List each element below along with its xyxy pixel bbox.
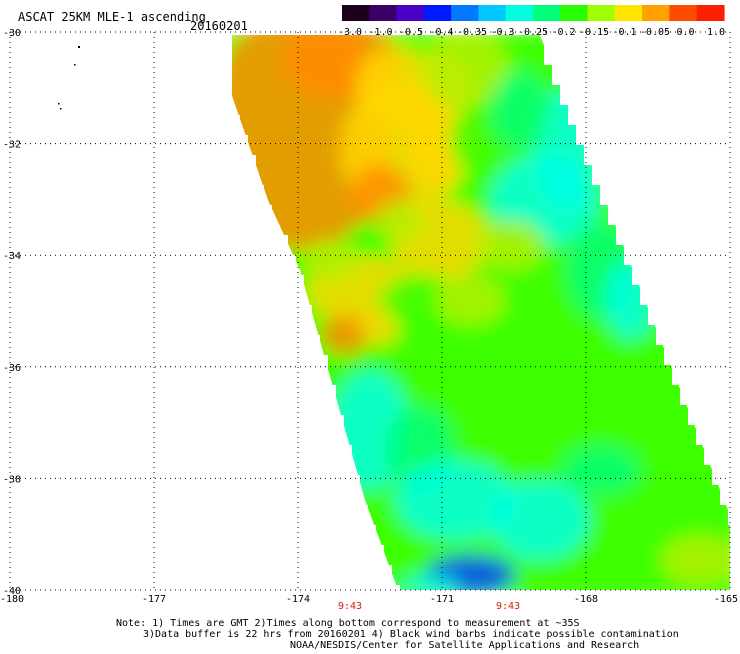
colorbar-swatch [369,5,398,21]
colorbar-swatch [478,5,507,21]
lat-label: -36 [3,363,21,374]
data-swath [230,35,730,590]
lat-label: -40 [3,586,21,597]
colorbar-label: -0.2 [551,27,575,38]
colorbar-swatch [451,5,480,21]
product-title: ASCAT 25KM MLE-1 ascending [18,10,206,24]
colorbar-swatch [669,5,698,21]
lon-label: -171 [430,594,454,605]
lon-label: -180 [0,594,24,605]
colorbar-swatch [614,5,643,21]
colorbar: -3.0 -1.0 -0.5 -0.4 -0.35 -0.3 -0.25 -0.2 -0.15-… [338,5,725,38]
lat-label: -30 [3,28,21,39]
lat-label: -38 [3,474,21,485]
colorbar-label: -0.1 [612,27,636,38]
longitude-labels: -180 -177 -174 -171 -168 -165 [0,594,738,605]
colorbar-swatch [533,5,561,21]
lat-label: -32 [3,140,21,151]
colorbar-swatch [696,5,725,21]
lon-label: -177 [142,594,166,605]
colorbar-swatch [396,5,425,21]
time-label-2: 9:43 [496,601,520,612]
colorbar-swatch [560,5,589,21]
colorbar-swatch [423,5,452,21]
lon-label: -165 [714,594,738,605]
colorbar-swatch [342,5,370,21]
colorbar-label: -0.15 [579,27,609,38]
colorbar-swatch [587,5,616,21]
footer-note-line1: Note: 1) Times are GMT 2)Times along bot… [116,618,580,629]
date-label: 20160201 [190,19,248,33]
grid-lines [9,31,731,591]
lat-label: -34 [3,251,21,262]
lon-label: -174 [286,594,310,605]
footer-note-line2: 3)Data buffer is 22 hrs from 20160201 4)… [143,629,679,640]
island-markers [58,46,80,110]
lon-label: -168 [574,594,598,605]
colorbar-label: -0.3 [490,27,514,38]
latitude-labels: -30 -32 -34 -36 -38 -40 [3,28,21,597]
colorbar-swatch [505,5,534,21]
colorbar-swatch [642,5,671,21]
colorbar-label: -0.35 [457,27,487,38]
time-label-1: 9:43 [338,601,362,612]
footer-credit: NOAA/NESDIS/Center for Satellite Applica… [290,640,639,650]
colorbar-label: -0.25 [518,27,548,38]
